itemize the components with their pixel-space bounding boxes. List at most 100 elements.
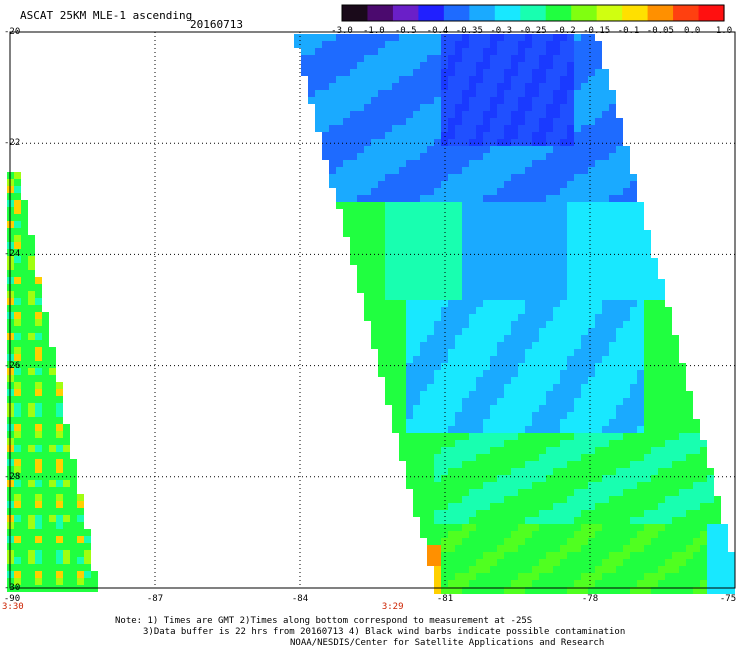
- data-cell: [406, 69, 413, 76]
- data-cell: [511, 356, 518, 363]
- data-cell: [651, 447, 658, 454]
- data-cell: [441, 307, 448, 314]
- data-cell: [336, 48, 343, 55]
- data-cell: [490, 272, 497, 279]
- data-cell: [420, 405, 427, 412]
- data-cell: [518, 279, 525, 286]
- data-cell: [616, 279, 623, 286]
- data-cell: [476, 230, 483, 237]
- data-cell: [595, 517, 602, 524]
- data-cell: [553, 216, 560, 223]
- data-cell: [35, 361, 42, 368]
- data-cell: [490, 433, 497, 440]
- data-cell: [658, 531, 665, 538]
- data-cell: [427, 321, 434, 328]
- data-cell: [567, 335, 574, 342]
- data-cell: [35, 305, 42, 312]
- data-cell: [623, 405, 630, 412]
- data-cell: [630, 440, 637, 447]
- data-cell: [448, 496, 455, 503]
- data-cell: [553, 398, 560, 405]
- data-cell: [609, 503, 616, 510]
- data-cell: [623, 321, 630, 328]
- data-cell: [413, 230, 420, 237]
- data-cell: [497, 573, 504, 580]
- data-cell: [616, 181, 623, 188]
- data-cell: [518, 517, 525, 524]
- data-cell: [427, 286, 434, 293]
- data-cell: [476, 118, 483, 125]
- data-cell: [525, 104, 532, 111]
- data-cell: [308, 34, 315, 41]
- data-cell: [28, 396, 35, 403]
- data-cell: [490, 531, 497, 538]
- data-cell: [595, 412, 602, 419]
- data-cell: [665, 447, 672, 454]
- data-cell: [364, 62, 371, 69]
- data-cell: [616, 573, 623, 580]
- data-cell: [469, 258, 476, 265]
- data-cell: [511, 405, 518, 412]
- data-cell: [399, 55, 406, 62]
- data-cell: [28, 459, 35, 466]
- data-cell: [644, 573, 651, 580]
- data-cell: [525, 244, 532, 251]
- data-cell: [637, 300, 644, 307]
- data-cell: [560, 279, 567, 286]
- data-cell: [28, 256, 35, 263]
- data-cell: [602, 454, 609, 461]
- data-cell: [525, 97, 532, 104]
- data-cell: [448, 447, 455, 454]
- data-cell: [609, 181, 616, 188]
- data-cell: [602, 69, 609, 76]
- data-cell: [532, 482, 539, 489]
- data-cell: [721, 587, 728, 594]
- data-cell: [14, 368, 21, 375]
- data-cell: [567, 531, 574, 538]
- data-cell: [637, 237, 644, 244]
- data-cell: [427, 307, 434, 314]
- data-cell: [490, 342, 497, 349]
- data-cell: [483, 188, 490, 195]
- data-cell: [420, 293, 427, 300]
- data-cell: [581, 461, 588, 468]
- data-cell: [378, 153, 385, 160]
- data-cell: [651, 510, 658, 517]
- data-cell: [539, 188, 546, 195]
- data-cell: [21, 228, 28, 235]
- data-cell: [560, 321, 567, 328]
- data-cell: [511, 237, 518, 244]
- data-cell: [588, 489, 595, 496]
- colorbar-swatch: [673, 5, 700, 21]
- data-cell: [406, 188, 413, 195]
- data-cell: [385, 356, 392, 363]
- data-cell: [434, 307, 441, 314]
- data-cell: [504, 538, 511, 545]
- data-cell: [602, 489, 609, 496]
- data-cell: [406, 412, 413, 419]
- data-cell: [574, 279, 581, 286]
- data-cell: [602, 174, 609, 181]
- data-cell: [77, 550, 84, 557]
- data-cell: [385, 153, 392, 160]
- data-cell: [35, 312, 42, 319]
- data-cell: [35, 564, 42, 571]
- data-cell: [364, 41, 371, 48]
- data-cell: [427, 328, 434, 335]
- data-cell: [441, 412, 448, 419]
- data-cell: [560, 41, 567, 48]
- data-cell: [14, 550, 21, 557]
- data-cell: [497, 307, 504, 314]
- data-cell: [581, 111, 588, 118]
- data-cell: [455, 356, 462, 363]
- data-cell: [378, 314, 385, 321]
- data-cell: [406, 62, 413, 69]
- data-cell: [504, 132, 511, 139]
- data-cell: [609, 251, 616, 258]
- data-cell: [413, 342, 420, 349]
- data-cell: [308, 62, 315, 69]
- data-cell: [637, 216, 644, 223]
- data-cell: [525, 363, 532, 370]
- data-cell: [497, 433, 504, 440]
- data-cell: [546, 489, 553, 496]
